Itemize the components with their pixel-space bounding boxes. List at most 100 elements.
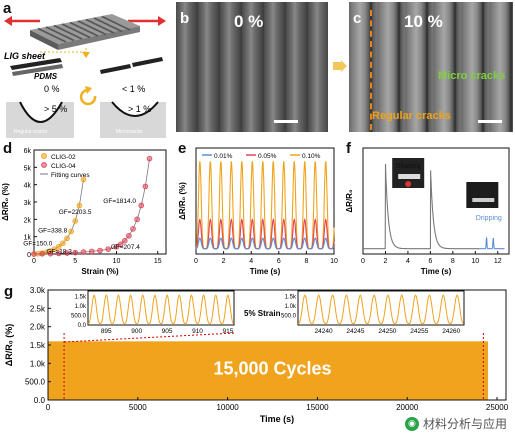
micro-cracks-label: Micro cracks — [438, 70, 506, 82]
stretch-arrow-right-icon — [128, 16, 166, 26]
panel-label-g: g — [4, 283, 14, 300]
chart-d-ytick-label: 3k — [24, 200, 32, 207]
chart-d-point — [97, 247, 103, 254]
chart-g-inset-xtick-label: 24260 — [442, 328, 460, 335]
chart-d-xlabel: Strain (%) — [81, 267, 119, 276]
pdms-label: PDMS — [34, 72, 58, 81]
chart-d-gf-annotation: GF=338.8 — [38, 227, 67, 234]
panel-b-strain-label: 0 % — [234, 12, 264, 31]
chart-g-xtick-label: 15000 — [306, 403, 329, 412]
chart-g-inset-ytick-label: 1.0k — [285, 304, 297, 310]
chart-g-center-text: 15,000 Cycles — [213, 358, 331, 378]
chart-f-xtick-label: 10 — [471, 258, 479, 265]
chart-f-xtick-label: 6 — [428, 258, 432, 265]
chart-g-inset-line — [297, 294, 464, 325]
corrugated-sheet-icon — [30, 14, 140, 50]
chart-g-ytick-label: 3.0k — [30, 286, 46, 295]
panel-label-f: f — [346, 140, 351, 157]
regular-cracks-caption: Regular cracks — [14, 129, 48, 135]
chart-f-dripping-line — [479, 236, 505, 250]
chart-f-xtick-label: 4 — [406, 258, 410, 265]
chart-d-gf-annotation: GF=1814.0 — [103, 198, 136, 205]
chart-g-inset-xtick-label: 24255 — [410, 328, 428, 335]
chart-e-xtick-label: 8 — [304, 258, 308, 265]
chart-g-inset-ytick-label: 500.0 — [281, 314, 297, 320]
strain-right-label: < 1 % — [122, 84, 146, 94]
chart-f-xtick-label: 12 — [494, 258, 502, 265]
chart-e-xtick-label: 10 — [330, 258, 338, 265]
panel-c-regular-crack-line — [370, 10, 372, 130]
chart-g-ylabel: ΔR/R₀ (%) — [4, 324, 14, 367]
chart-e-series-line — [195, 237, 335, 250]
gt-right-label: > 1 % — [128, 104, 152, 114]
panel-label-e: e — [178, 140, 187, 157]
chart-g-inset-xtick-label: 915 — [222, 328, 233, 335]
lig-sheet-label: LIG sheet — [4, 51, 46, 61]
panel-b-sem-image — [176, 2, 328, 132]
chart-e-ylabel: ΔR/R₀ (%) — [178, 182, 187, 220]
panel-label-c: c — [353, 10, 362, 27]
chart-g-ytick-label: 1.5k — [30, 341, 46, 350]
chart-d-point — [134, 216, 140, 223]
chart-d-legend-label: CLIG-04 — [51, 163, 76, 170]
chart-g-ytick-label: 1.0k — [30, 359, 46, 368]
chart-d-ytick-label: 0 — [27, 252, 31, 259]
panel-a-schematic — [4, 14, 166, 138]
chart-d-legend-marker — [41, 162, 47, 168]
chart-g-xtick-label: 5000 — [129, 403, 147, 412]
cycle-arrow-icon — [79, 88, 97, 106]
chart-f-xtick-label: 8 — [451, 258, 455, 265]
chart-g-inset-text: 5% Strain — [244, 309, 281, 318]
chart-d-point — [80, 176, 87, 183]
chart-d-point — [76, 202, 83, 209]
chart-d-point — [31, 251, 37, 257]
chart-d-point — [47, 250, 54, 257]
chart-d-ytick-label: 2k — [24, 217, 32, 224]
chart-g-xtick-label: 10000 — [216, 403, 239, 412]
chart-g-inset-frame — [87, 290, 235, 326]
chart-d-gf-annotation: GF=150.0 — [23, 240, 52, 247]
chart-g-ytick-label: 500.0 — [25, 378, 46, 387]
chart-g: 0.0 500.0 1.0k 1.5k 2.0k 2.5k 3.0k 0 5000 10000 15… — [4, 286, 509, 424]
down-arrow-icon — [82, 52, 90, 58]
chart-g-inset-xtick-label: 910 — [192, 328, 203, 335]
chart-d-point — [51, 246, 58, 252]
panel-a: a — [0, 0, 170, 140]
chart-g-inset-frame — [297, 290, 465, 326]
panel-label-d: d — [3, 140, 13, 157]
chart-d-xtick-label: 10 — [113, 258, 121, 265]
chart-f-blowing-line — [363, 163, 480, 250]
chart-d-ylabel: ΔR/R₀ (%) — [1, 183, 10, 221]
chart-d-gf-annotation: GF=18.3 — [46, 248, 72, 255]
lig-sheet-icon — [10, 58, 63, 76]
chart-f-annotation-blowing: Blowing — [396, 163, 421, 170]
chart-d-point — [80, 249, 87, 255]
panel-c-sem-image — [349, 2, 513, 132]
chart-g-inset-xtick-label: 900 — [131, 328, 142, 335]
chart-g-inset-ytick-label: 1.5k — [285, 295, 297, 301]
chart-d-ytick-label: 1k — [24, 235, 32, 242]
chart-d-legend-marker — [41, 153, 47, 159]
strain-left-label: 0 % — [44, 84, 60, 94]
wechat-icon: ◉ — [404, 416, 419, 431]
regular-cracks-label: Regular cracks — [372, 110, 451, 122]
panel-c-scale-bar — [478, 120, 502, 123]
chart-g-ytick-label: 0.0 — [34, 396, 46, 405]
chart-d-point — [130, 226, 136, 232]
panel-label-b: b — [180, 10, 190, 27]
chart-d-point — [142, 183, 149, 190]
panel-label-a: a — [3, 0, 12, 17]
chart-d-point — [68, 228, 74, 235]
chart-e-xlabel: Time (s) — [250, 267, 281, 276]
chart-d-point — [88, 248, 95, 255]
chart-f-dripping-photo-sensor — [472, 198, 495, 202]
chart-d-point — [72, 218, 79, 224]
chart-g-inset-ytick-label: 0.0 — [78, 323, 87, 329]
chart-e-legend-label: 0.10% — [302, 153, 321, 160]
chart-e: 0 2 4 6 8 10 Time (s) ΔR/R₀ (%) 0.01% 0.05% 0.10% — [178, 147, 338, 276]
chart-g-xtick-label: 25000 — [486, 403, 509, 412]
chart-g-inset-xtick-label: 905 — [162, 328, 173, 335]
chart-d-point — [138, 202, 145, 209]
chart-d-point — [64, 250, 70, 256]
